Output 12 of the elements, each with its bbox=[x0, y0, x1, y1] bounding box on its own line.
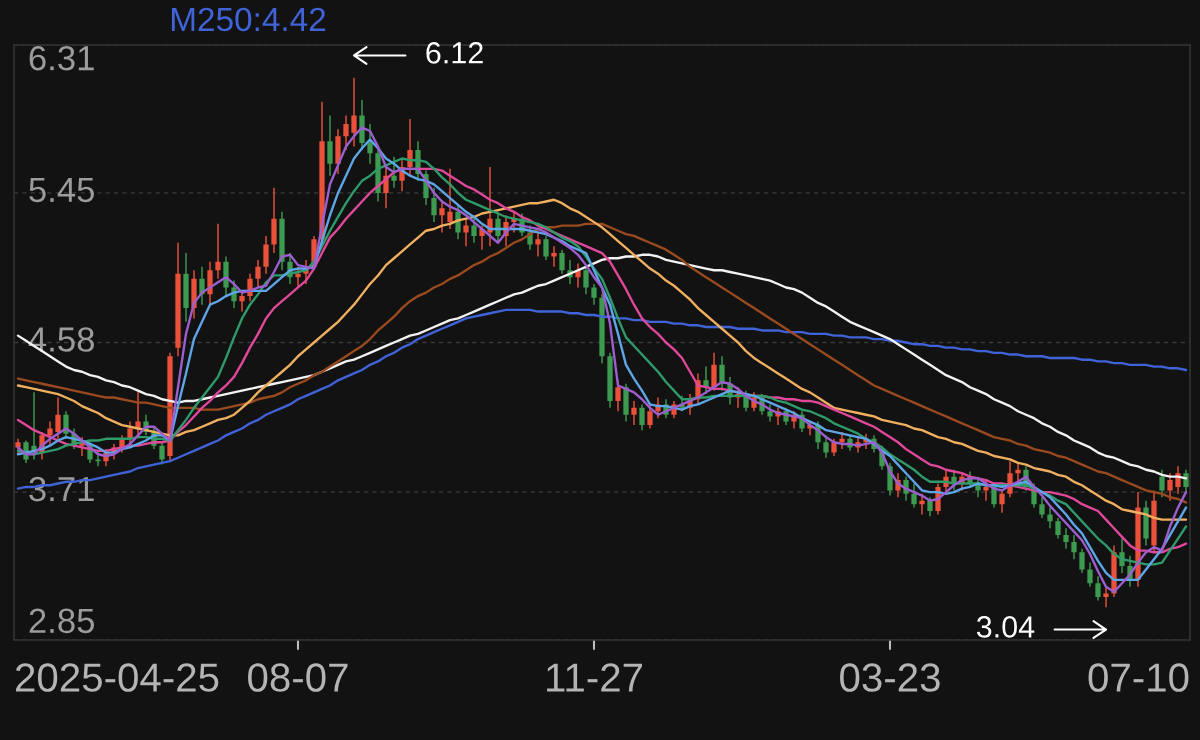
x-tick-label: 03-23 bbox=[840, 663, 940, 692]
x-tick-label: 11-27 bbox=[547, 663, 643, 692]
y-tick-label: 4.58 bbox=[28, 327, 94, 352]
annotation: 6.12 bbox=[426, 42, 483, 64]
x-tick-label: 08-07 bbox=[248, 663, 348, 692]
text: M250:4.42 bbox=[171, 7, 326, 32]
text: 07-10 bbox=[1088, 663, 1189, 692]
y-tick-label: 6.31 bbox=[29, 45, 94, 71]
annotation: 3.04 bbox=[976, 616, 1035, 638]
y-tick-label: 2.85 bbox=[29, 608, 95, 634]
text: 2025-04-25 bbox=[16, 663, 219, 692]
y-tick-label: 5.45 bbox=[29, 177, 95, 203]
